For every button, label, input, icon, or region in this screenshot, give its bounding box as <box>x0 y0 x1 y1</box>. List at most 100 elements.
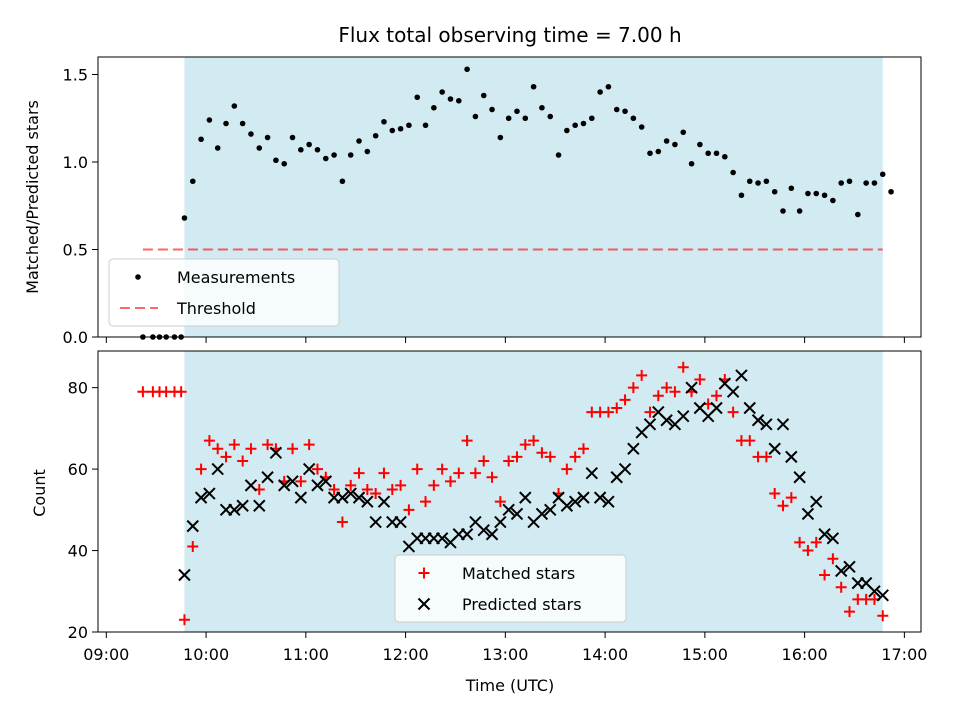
matched-star-point <box>370 488 382 500</box>
predicted-star-point <box>319 475 332 488</box>
predicted-star-point <box>810 495 823 508</box>
measurement-point <box>206 117 213 123</box>
predicted-star-point <box>585 466 599 480</box>
predicted-star-point <box>685 381 698 394</box>
matched-star-point <box>760 451 772 463</box>
measurement-point <box>638 124 645 130</box>
predicted-star-point <box>710 401 723 415</box>
legend-label-measurements: Measurements <box>177 268 295 287</box>
predicted-star-point <box>801 507 815 521</box>
predicted-star-point <box>352 491 366 504</box>
x-tick-label: 12:00 <box>383 645 429 664</box>
legend-label-matched-stars: Matched stars <box>462 564 575 583</box>
measurement-point <box>755 180 761 186</box>
matched-star-point <box>661 382 673 394</box>
matched-star-point <box>461 435 473 447</box>
matched-star-point <box>178 614 190 626</box>
measurement-point <box>223 120 229 127</box>
matched-star-point <box>175 386 187 398</box>
matched-star-point <box>819 569 831 581</box>
y-tick-label: 60 <box>68 460 88 479</box>
top-y-axis-ticks: 0.0 0.5 1.0 1.5 <box>63 66 98 347</box>
measurement-point <box>489 106 495 113</box>
predicted-star-point <box>294 491 308 504</box>
bottom-legend: Matched stars Predicted stars <box>394 554 627 623</box>
measurement-point <box>805 190 811 197</box>
predicted-star-point <box>211 462 224 476</box>
measurement-point <box>372 132 379 139</box>
matched-star-point <box>727 406 739 418</box>
predicted-star-point <box>876 589 889 602</box>
measurement-point <box>414 94 421 101</box>
measurement-point <box>572 122 578 129</box>
top-legend: Measurements Threshold <box>108 258 340 327</box>
measurement-point <box>879 171 886 178</box>
legend-marker-predicted-stars <box>417 597 431 611</box>
measurement-point <box>813 190 820 197</box>
measurement-point <box>248 131 254 137</box>
legend-marker-measurements <box>135 274 141 280</box>
measurement-point <box>464 66 470 73</box>
matched-star-point <box>611 402 623 414</box>
matched-star-point <box>777 500 789 512</box>
matched-star-point <box>195 463 207 475</box>
measurement-point <box>589 115 595 122</box>
predicted-stars-points <box>178 369 889 602</box>
measurement-point <box>331 152 337 158</box>
matched-star-point <box>644 406 656 418</box>
matched-star-point <box>311 463 323 475</box>
predicted-star-point <box>377 495 391 508</box>
measurement-point <box>314 146 321 153</box>
measurement-point <box>763 178 770 185</box>
measurement-point <box>539 104 545 111</box>
predicted-star-point <box>618 462 632 476</box>
predicted-star-point <box>768 442 781 455</box>
predicted-star-point <box>577 491 590 504</box>
matched-star-point <box>827 553 839 565</box>
predicted-star-point <box>834 564 848 578</box>
x-tick-label: 16:00 <box>782 645 828 664</box>
measurement-point <box>231 103 238 109</box>
measurement-point <box>680 129 687 136</box>
measurement-point <box>256 145 263 151</box>
matched-star-point <box>469 467 481 479</box>
y-tick-label: 80 <box>68 379 88 398</box>
predicted-star-point <box>602 495 615 508</box>
measurement-point <box>431 104 437 111</box>
measurement-point <box>863 180 869 186</box>
measurement-point <box>289 134 296 141</box>
measurement-point <box>555 152 562 158</box>
matched-star-point <box>411 463 423 475</box>
matched-star-point <box>710 390 722 402</box>
measurement-point <box>273 157 279 164</box>
predicted-star-point <box>228 503 241 517</box>
bottom-y-axis-label: Count <box>30 469 49 517</box>
bottom-y-axis-ticks: 20 40 60 80 <box>68 379 98 642</box>
matched-star-point <box>486 471 498 483</box>
measurement-point <box>422 122 429 129</box>
measurement-point <box>672 141 678 148</box>
measurement-point <box>439 89 445 95</box>
matched-star-point <box>652 390 664 402</box>
predicted-star-point <box>278 479 291 492</box>
measurement-point <box>381 118 387 125</box>
matched-star-point <box>287 443 299 455</box>
measurement-point <box>613 106 620 113</box>
measurement-point <box>838 180 844 186</box>
matched-star-point <box>403 504 415 516</box>
predicted-star-point <box>510 507 524 521</box>
top-legend-box <box>108 258 340 327</box>
predicted-star-point <box>677 409 690 423</box>
y-tick-label: 1.0 <box>63 153 88 172</box>
legend-marker-symbol <box>418 567 430 579</box>
matched-star-point <box>619 394 631 406</box>
measurement-point <box>364 148 371 155</box>
measurement-point <box>322 155 329 162</box>
matched-star-point <box>561 463 573 475</box>
measurement-point <box>189 178 196 185</box>
predicted-star-point <box>785 450 798 464</box>
measurement-point <box>697 141 703 148</box>
y-tick-label: 0.0 <box>63 328 88 347</box>
predicted-star-point <box>485 528 499 541</box>
predicted-star-point <box>776 418 790 431</box>
